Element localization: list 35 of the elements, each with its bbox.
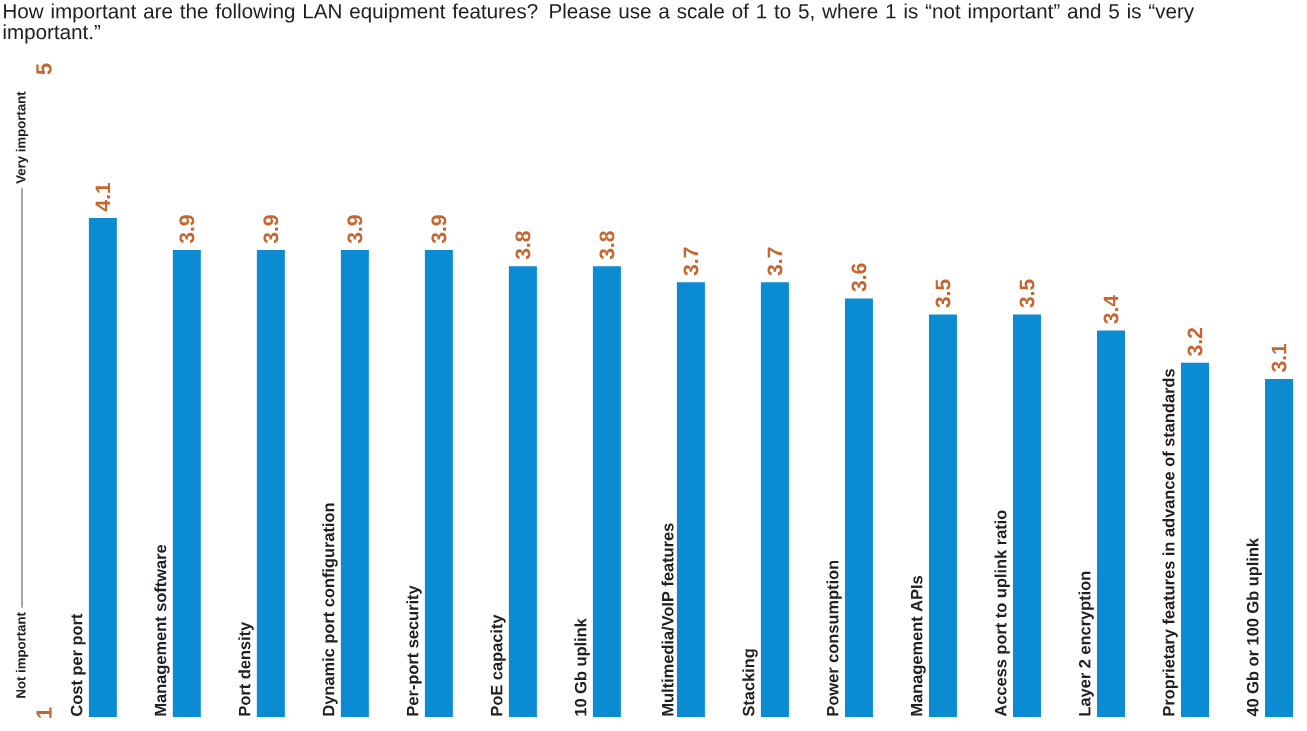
x-tick-label: Layer 2 encryption	[1078, 571, 1094, 716]
x-tick-label: Dynamic port configuration	[322, 503, 338, 716]
data-label: 3.4	[1103, 295, 1119, 324]
data-label: 3.9	[179, 215, 195, 244]
y-tick-label: 5	[36, 63, 52, 75]
x-tick-label: 10 Gb uplink	[574, 618, 590, 716]
x-tick-label: Access port to uplink ratio	[994, 510, 1010, 717]
data-label: 3.6	[851, 263, 867, 292]
data-label: 3.5	[935, 279, 951, 308]
x-tick-label: 40 Gb or 100 Gb uplink	[1246, 537, 1262, 717]
data-label: 4.1	[95, 182, 111, 212]
data-label: 3.9	[263, 215, 279, 244]
x-tick-label: Per-port security	[406, 585, 422, 716]
data-label: 3.8	[599, 231, 615, 260]
x-tick-label: Stacking	[742, 649, 758, 717]
data-label: 3.5	[1019, 279, 1035, 308]
y-tick-label: 1	[36, 707, 52, 718]
data-label: 3.7	[683, 247, 699, 276]
chart-title: How important are the following LAN equipment features? Please use a scale of 1 to 5, where 1 is “not important” and 5 is “very important.”	[3, 3, 1195, 44]
data-label: 3.8	[515, 231, 531, 260]
x-tick-label: Multimedia/VoIP features	[661, 523, 674, 716]
data-label: 3.7	[767, 247, 783, 276]
data-label: 3.2	[1187, 328, 1203, 356]
data-label: 3.1	[1271, 343, 1287, 373]
text: Not important	[15, 612, 29, 698]
x-tick-label: Cost per port	[70, 613, 86, 716]
x-tick-label: Power consumption	[826, 560, 842, 716]
text: Very important	[15, 91, 29, 184]
x-tick-label: Port density	[238, 621, 254, 716]
data-label: 3.9	[347, 215, 363, 244]
x-tick-label: Management software	[154, 544, 170, 716]
x-tick-label: Management APIs	[910, 576, 926, 716]
x-tick-label: Proprietary features in advance of standards	[1162, 369, 1178, 716]
data-label: 3.9	[431, 215, 447, 244]
x-tick-label: PoE capacity	[490, 614, 506, 716]
